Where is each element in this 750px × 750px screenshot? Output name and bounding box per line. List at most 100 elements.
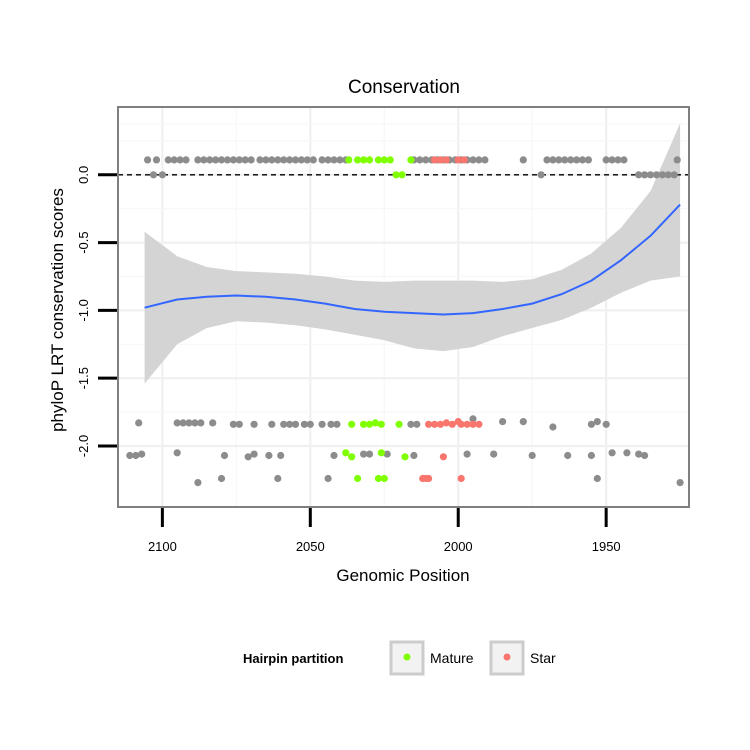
other-point [170, 156, 178, 164]
other-point [567, 156, 575, 164]
other-point [229, 420, 237, 428]
other-point [182, 156, 190, 164]
other-point [300, 420, 308, 428]
other-point [149, 171, 158, 179]
other-point [333, 420, 341, 428]
other-point [608, 156, 616, 164]
other-point [303, 156, 311, 164]
other-point [241, 156, 249, 164]
other-point [549, 423, 557, 431]
other-point [602, 420, 610, 428]
mature-point [374, 474, 382, 483]
other-point [138, 450, 146, 458]
other-point [413, 420, 421, 428]
other-point [519, 156, 527, 164]
other-point [209, 419, 217, 427]
legend-title: Hairpin partition [243, 651, 343, 666]
other-point [564, 451, 572, 460]
y-axis: 0.0 -0.5 -1.0 -1.5 -2.0 [76, 166, 117, 457]
chart-title: Conservation [348, 77, 460, 98]
mature-point [380, 156, 388, 164]
other-point [280, 156, 288, 164]
other-point [360, 450, 368, 458]
other-point [194, 156, 202, 164]
star-point [425, 474, 433, 483]
other-point [247, 156, 255, 164]
confidence-band-area [144, 123, 681, 384]
other-point [330, 451, 338, 460]
mature-point [374, 156, 382, 164]
other-point [469, 156, 477, 164]
legend: Hairpin partition Mature Star [243, 640, 556, 676]
y-tick-label: -2.0 [76, 435, 91, 457]
other-point [132, 451, 140, 460]
other-point [324, 156, 332, 164]
mature-point [360, 420, 368, 428]
star-point [436, 420, 445, 428]
other-point [256, 156, 264, 164]
other-point [318, 420, 326, 428]
other-point [652, 171, 661, 179]
mature-point [371, 419, 379, 427]
other-point [469, 415, 477, 423]
other-point [422, 156, 430, 164]
other-point [664, 171, 672, 179]
star-point [439, 453, 447, 461]
other-point [191, 419, 199, 427]
star-point [431, 420, 439, 428]
y-tick-label: 0.0 [76, 166, 91, 184]
other-point [641, 171, 649, 179]
other-point [602, 156, 610, 164]
other-point [135, 419, 143, 427]
mature-point [345, 156, 353, 164]
other-point [235, 156, 243, 164]
data-points [126, 156, 684, 487]
other-point [584, 156, 593, 164]
other-point [244, 453, 252, 461]
other-point [658, 171, 667, 179]
mature-point [398, 171, 406, 179]
x-tick-label: 2100 [148, 539, 177, 554]
x-tick-label: 2000 [444, 539, 473, 554]
star-point [460, 156, 468, 164]
other-point [250, 420, 258, 428]
other-point [176, 156, 184, 164]
other-point [274, 474, 282, 483]
other-point [164, 156, 172, 164]
other-point [250, 450, 258, 458]
other-point [268, 156, 276, 164]
star-point [442, 419, 450, 427]
mature-point [365, 420, 374, 428]
other-point [336, 156, 344, 164]
star-point [463, 420, 471, 428]
other-point [641, 451, 649, 460]
mature-point [360, 156, 368, 164]
other-point [318, 156, 326, 164]
other-point [549, 156, 557, 164]
star-point [442, 156, 450, 164]
mature-point [401, 453, 409, 461]
other-point [593, 418, 601, 426]
mature-point [395, 420, 403, 428]
other-point [277, 451, 285, 460]
other-point [593, 474, 601, 483]
star-point [448, 420, 456, 428]
other-point [185, 419, 193, 427]
other-point [573, 156, 581, 164]
y-axis-label: phyloP LRT conservation scores [48, 188, 67, 432]
other-point [179, 419, 187, 427]
other-point [646, 171, 655, 179]
mature-point [348, 453, 356, 461]
other-point [291, 156, 300, 164]
other-point [528, 451, 536, 460]
legend-star-dot [503, 653, 511, 661]
other-point [262, 156, 270, 164]
other-point [670, 171, 678, 179]
other-point [561, 156, 569, 164]
other-point [490, 450, 498, 458]
mature-point [377, 449, 385, 457]
star-point [469, 420, 477, 428]
other-point [297, 156, 305, 164]
star-point [457, 474, 465, 483]
